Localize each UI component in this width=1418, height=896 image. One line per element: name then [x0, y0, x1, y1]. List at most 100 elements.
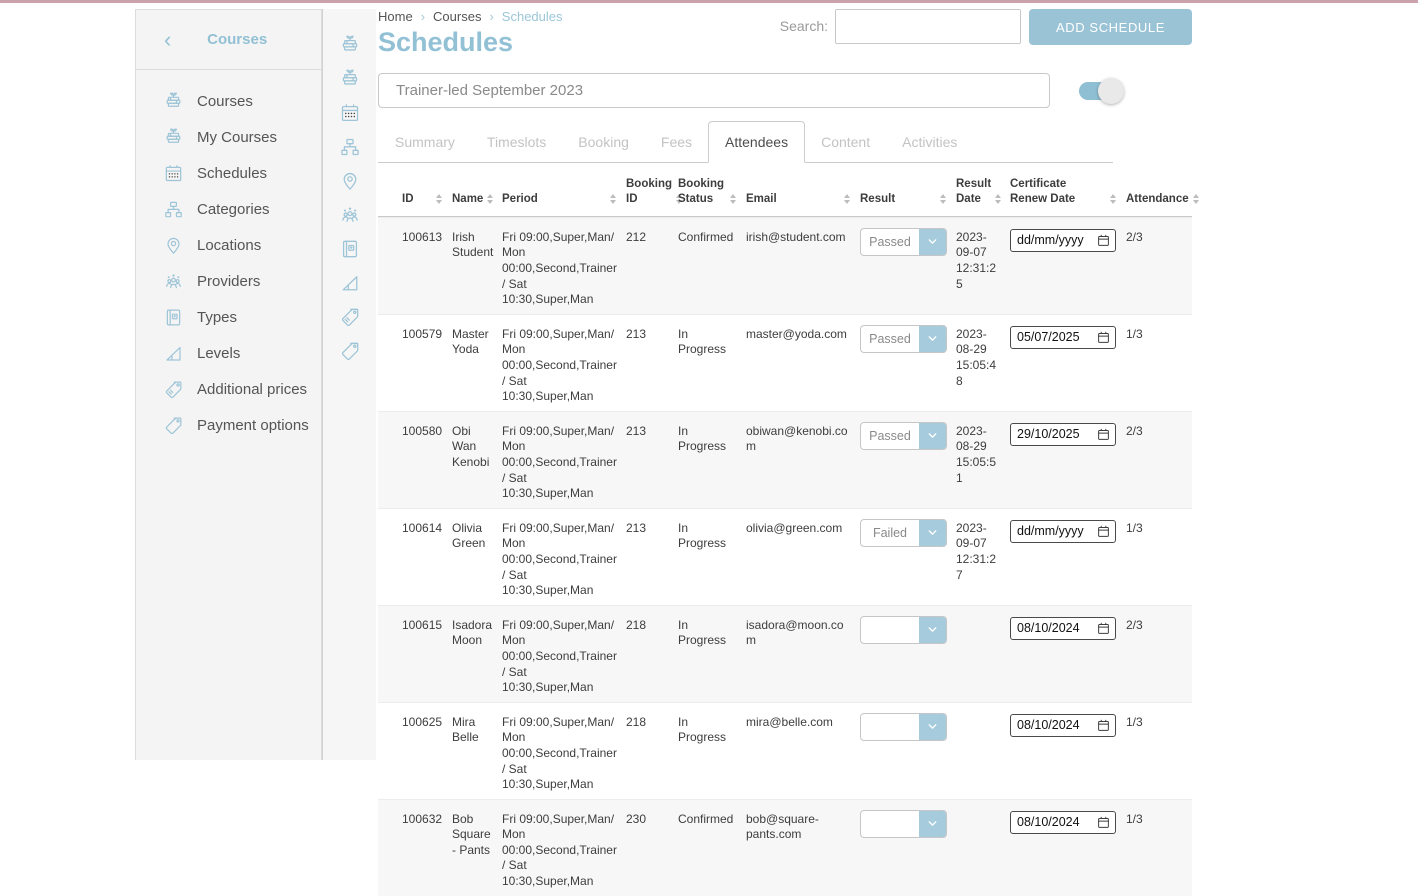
column-header-label: Result Date — [956, 178, 992, 205]
schedule-name-input[interactable] — [378, 73, 1050, 108]
rail-locations[interactable] — [323, 164, 376, 198]
cell-name: Irish Student — [452, 229, 494, 260]
result-select-open-button[interactable] — [919, 616, 946, 643]
breadcrumb-schedules: Schedules — [501, 9, 563, 24]
sidebar-item-categories[interactable]: Categories — [136, 191, 321, 227]
cell-id: 100615 — [402, 617, 443, 632]
rail-my-courses[interactable] — [323, 62, 376, 96]
result-select-open-button[interactable] — [919, 713, 946, 740]
courses-icon — [339, 34, 361, 56]
cell-period: Fri 09:00,Super,Man/ Mon 00:00,Second,Tr… — [502, 617, 617, 695]
tab[interactable]: Summary — [395, 134, 455, 150]
column-header[interactable]: Attendance — [1126, 177, 1199, 207]
certificate-renew-date-input[interactable]: 08/10/2024 — [1010, 713, 1116, 737]
column-header[interactable]: Result — [860, 177, 956, 207]
tab[interactable]: Fees — [660, 134, 693, 150]
levels-icon — [163, 343, 184, 364]
column-header[interactable]: Certificate Renew Date — [1010, 177, 1126, 207]
rail-types[interactable] — [323, 232, 376, 266]
tab[interactable]: Attendees — [708, 121, 806, 163]
rail-levels[interactable] — [323, 266, 376, 300]
sidebar-item-types[interactable]: Types — [136, 299, 321, 335]
calendar-icon — [1097, 428, 1110, 441]
rail-courses[interactable] — [323, 28, 376, 62]
column-header-label: Period — [502, 192, 538, 205]
result-select[interactable]: Passed — [860, 227, 947, 256]
search-input[interactable] — [835, 9, 1021, 44]
sidebar-item-payment-options[interactable]: Payment options — [136, 407, 321, 443]
sidebar-item-schedules[interactable]: Schedules — [136, 155, 321, 191]
result-select-open-button[interactable] — [919, 422, 946, 449]
result-select[interactable]: Passed — [860, 421, 947, 450]
rail-categories[interactable] — [323, 130, 376, 164]
cell-attendance: 2/3 — [1126, 229, 1143, 244]
certificate-renew-date-input[interactable]: 05/07/2025 — [1010, 325, 1116, 349]
date-value: 08/10/2024 — [1017, 621, 1080, 636]
certificate-renew-date-input[interactable]: dd/mm/yyyy — [1010, 228, 1116, 252]
rail-additional-prices[interactable] — [323, 300, 376, 334]
column-header[interactable]: Email — [746, 177, 860, 207]
date-value: 08/10/2024 — [1017, 815, 1080, 830]
column-header[interactable]: Result Date — [956, 177, 1010, 207]
tab[interactable]: Booking — [578, 134, 629, 150]
rail-payment-options[interactable] — [323, 334, 376, 368]
column-header[interactable]: Period — [502, 177, 626, 207]
rail-providers[interactable] — [323, 198, 376, 232]
certificate-renew-date-input[interactable]: 29/10/2025 — [1010, 422, 1116, 446]
tab[interactable]: Timeslots — [486, 134, 547, 150]
certificate-renew-date-input[interactable]: 08/10/2024 — [1010, 616, 1116, 640]
rail-schedules[interactable] — [323, 96, 376, 130]
sidebar-header: ‹ Courses — [136, 10, 321, 70]
sidebar-item-levels[interactable]: Levels — [136, 335, 321, 371]
add-schedule-button[interactable]: ADD SCHEDULE — [1029, 9, 1192, 45]
cell-booking-id: 212 — [626, 229, 647, 244]
result-select[interactable]: Failed — [860, 518, 947, 547]
cell-result-date: 2023-08-29 15:05:51 — [956, 423, 997, 485]
cell-booking-status: In Progress — [678, 617, 727, 648]
result-select[interactable] — [860, 615, 947, 644]
my-courses-icon — [339, 68, 361, 90]
sidebar-item-courses[interactable]: Courses — [136, 83, 321, 119]
certificate-renew-date-input[interactable]: 08/10/2024 — [1010, 810, 1116, 834]
sidebar-item-providers[interactable]: Providers — [136, 263, 321, 299]
result-select[interactable]: Passed — [860, 324, 947, 353]
certificate-renew-date-input[interactable]: dd/mm/yyyy — [1010, 519, 1116, 543]
breadcrumb-courses[interactable]: Courses — [433, 9, 482, 24]
schedules-icon — [163, 163, 184, 184]
table-row: 100615 Isadora Moon Fri 09:00,Super,Man/… — [378, 604, 1192, 702]
breadcrumb: Home › Courses › Schedules — [378, 9, 563, 24]
tab[interactable]: Activities — [902, 134, 958, 150]
sidebar-item-my-courses[interactable]: My Courses — [136, 119, 321, 155]
result-select-open-button[interactable] — [919, 228, 946, 255]
sidebar-item-locations[interactable]: Locations — [136, 227, 321, 263]
sort-arrows-icon — [995, 193, 1002, 204]
tab-bar: Summary Timeslots Booking Fees Attendees… — [378, 121, 1113, 163]
sidebar-item-additional-prices[interactable]: Additional prices — [136, 371, 321, 407]
providers-icon — [339, 204, 361, 226]
cell-booking-id: 218 — [626, 714, 647, 729]
table-row: 100580 Obi Wan Kenobi Fri 09:00,Super,Ma… — [378, 410, 1192, 508]
payment-options-icon — [163, 415, 184, 436]
result-select[interactable] — [860, 809, 947, 838]
breadcrumb-home[interactable]: Home — [378, 9, 413, 24]
cell-attendance: 1/3 — [1126, 811, 1143, 826]
chevron-down-icon — [926, 332, 939, 345]
calendar-icon — [1097, 331, 1110, 344]
tab[interactable]: Content — [821, 134, 871, 150]
result-select-value: Passed — [869, 234, 911, 249]
collapse-sidebar-icon[interactable]: ‹ — [164, 26, 172, 52]
result-select[interactable] — [860, 712, 947, 741]
column-header[interactable]: Booking ID — [626, 177, 682, 207]
result-select-open-button[interactable] — [919, 519, 946, 546]
column-header[interactable]: Booking Status — [678, 177, 746, 207]
cell-email: olivia@green.com — [746, 520, 843, 535]
result-select-open-button[interactable] — [919, 810, 946, 837]
column-header[interactable]: ID — [402, 177, 452, 207]
calendar-icon — [1097, 622, 1110, 635]
column-header[interactable]: Name — [452, 177, 502, 207]
column-header-label: Booking ID — [626, 178, 672, 205]
table-header: ID Name Period Booking ID Booking Status — [378, 177, 1199, 217]
result-select-open-button[interactable] — [919, 325, 946, 352]
cell-attendance: 1/3 — [1126, 520, 1143, 535]
schedule-active-toggle[interactable] — [1079, 77, 1124, 104]
